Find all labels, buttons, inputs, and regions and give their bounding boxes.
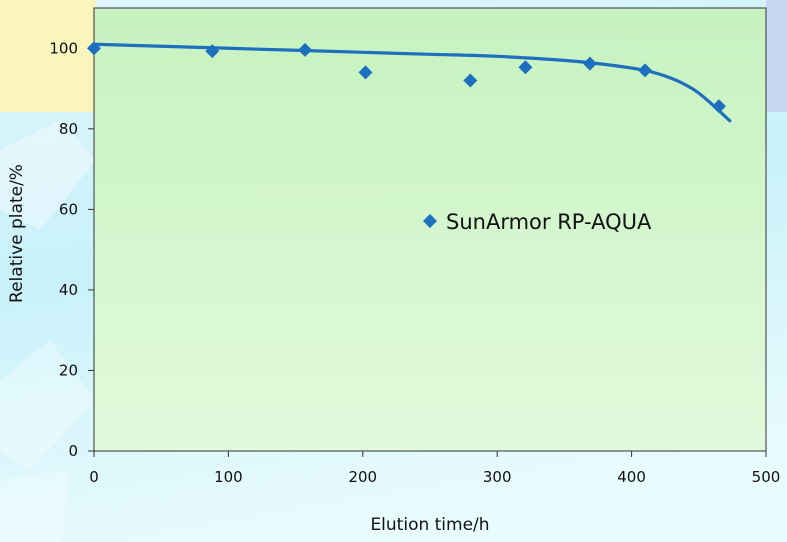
data-point [518,60,533,75]
y-tick-label: 80 [59,120,78,138]
y-tick-label: 0 [68,442,78,460]
slide-corner-blue [766,0,787,112]
data-point [87,41,101,56]
data-points [87,41,726,114]
x-tick-label: 200 [348,468,377,486]
y-axis: 0 20 40 60 80 100 [49,39,94,460]
data-point [638,63,653,78]
x-tick-label: 100 [214,468,243,486]
data-point [711,99,726,114]
x-tick-label: 500 [752,468,781,486]
legend: SunArmor RP-AQUA [423,210,652,234]
x-axis-title: Elution time/h [370,515,489,535]
data-point [298,42,313,57]
x-tick-label: 400 [617,468,646,486]
slide-decoration-shard [0,340,96,470]
plot-area [93,7,767,452]
legend-label: SunArmor RP-AQUA [446,210,652,234]
y-tick-label: 100 [49,39,78,57]
data-point [463,73,478,88]
legend-marker-diamond-icon [423,214,437,228]
slide-decoration-shard [0,470,70,542]
slide-decoration-shard [0,120,96,230]
x-tick-label: 0 [89,468,99,486]
slide-corner-yellow [0,0,96,112]
data-point [358,65,373,80]
y-tick-label: 60 [59,200,78,218]
x-tick-label: 300 [483,468,512,486]
y-tick-label: 20 [59,361,78,379]
data-point [205,44,220,59]
y-axis-title: Relative plate/% [7,164,27,303]
y-tick-label: 40 [59,281,78,299]
trendline [92,42,732,123]
data-point [582,56,597,71]
x-axis: 0 100 200 300 400 500 [89,451,780,486]
